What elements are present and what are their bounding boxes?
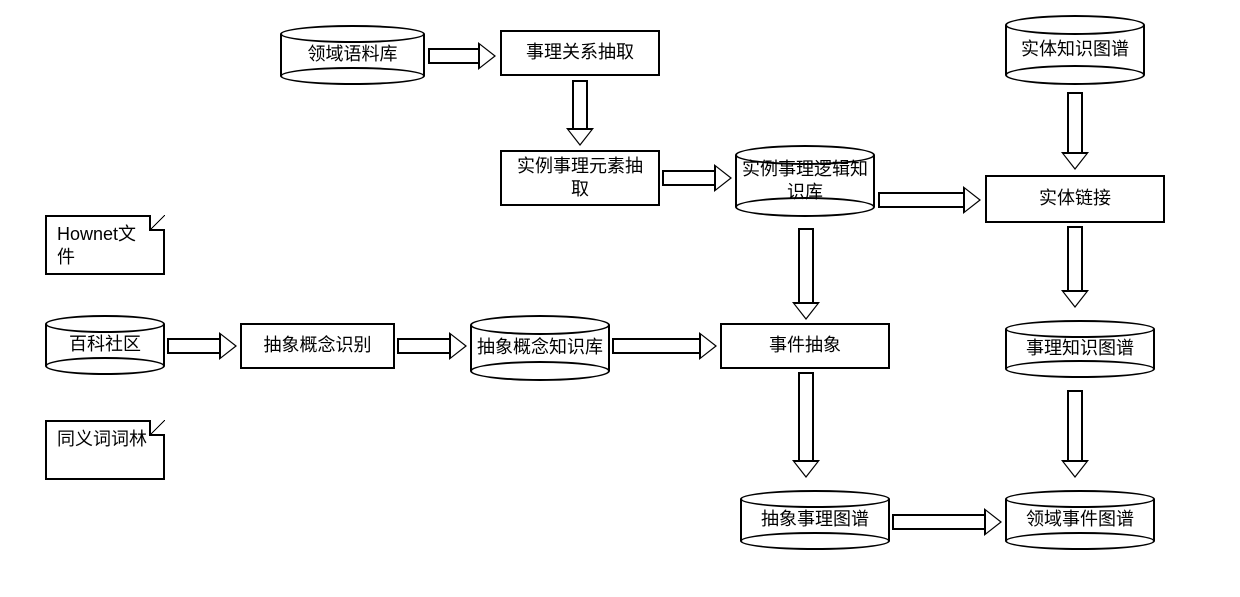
domain-graph-cylinder: 领域事件图谱 — [1005, 490, 1155, 550]
arrow-eventkg-domain — [1061, 390, 1089, 478]
corpus-cylinder: 领域语料库 — [280, 25, 425, 85]
event-abs-box: 事件抽象 — [720, 323, 890, 369]
element-extract-label: 实例事理元素抽取 — [510, 155, 650, 202]
concept-kb-label: 抽象概念知识库 — [471, 336, 609, 359]
tongyici-note: 同义词词林 — [45, 420, 165, 480]
event-abs-label: 事件抽象 — [769, 334, 841, 357]
arrow-corpus-relation — [428, 42, 496, 70]
arrow-elem-instance — [662, 164, 732, 192]
arrow-relation-elem — [566, 80, 594, 146]
corpus-label: 领域语料库 — [302, 43, 404, 66]
event-kg-cylinder: 事理知识图谱 — [1005, 320, 1155, 378]
entity-kb-label: 实体知识图谱 — [1015, 38, 1135, 61]
arrow-eventabs-absgraph — [792, 372, 820, 478]
baike-cylinder: 百科社区 — [45, 315, 165, 375]
entity-kb-cylinder: 实体知识图谱 — [1005, 15, 1145, 85]
arrow-entitykb-entitylink — [1061, 92, 1089, 170]
arrow-instance-entitylink — [878, 186, 981, 214]
relation-extract-label: 事理关系抽取 — [526, 41, 634, 64]
relation-extract-box: 事理关系抽取 — [500, 30, 660, 76]
arrow-conceptkb-eventabs — [612, 332, 717, 360]
hownet-label: Hownet文件 — [57, 224, 136, 267]
arrow-entitylink-eventkg — [1061, 226, 1089, 308]
instance-kb-cylinder: 实例事理逻辑知识库 — [735, 145, 875, 217]
domain-graph-label: 领域事件图谱 — [1020, 508, 1140, 531]
concept-kb-cylinder: 抽象概念知识库 — [470, 315, 610, 381]
entity-link-box: 实体链接 — [985, 175, 1165, 223]
hownet-note: Hownet文件 — [45, 215, 165, 275]
abs-graph-label: 抽象事理图谱 — [755, 508, 875, 531]
element-extract-box: 实例事理元素抽取 — [500, 150, 660, 206]
abs-graph-cylinder: 抽象事理图谱 — [740, 490, 890, 550]
arrow-conceptrec-conceptkb — [397, 332, 467, 360]
arrow-baike-conceptrec — [167, 332, 237, 360]
instance-kb-label: 实例事理逻辑知识库 — [735, 158, 875, 205]
concept-rec-label: 抽象概念识别 — [264, 334, 372, 357]
tongyici-label: 同义词词林 — [57, 429, 147, 449]
baike-label: 百科社区 — [63, 333, 147, 356]
entity-link-label: 实体链接 — [1039, 187, 1111, 210]
arrow-instance-eventabs — [792, 228, 820, 320]
arrow-absgraph-domain — [892, 508, 1002, 536]
event-kg-label: 事理知识图谱 — [1020, 337, 1140, 360]
concept-rec-box: 抽象概念识别 — [240, 323, 395, 369]
